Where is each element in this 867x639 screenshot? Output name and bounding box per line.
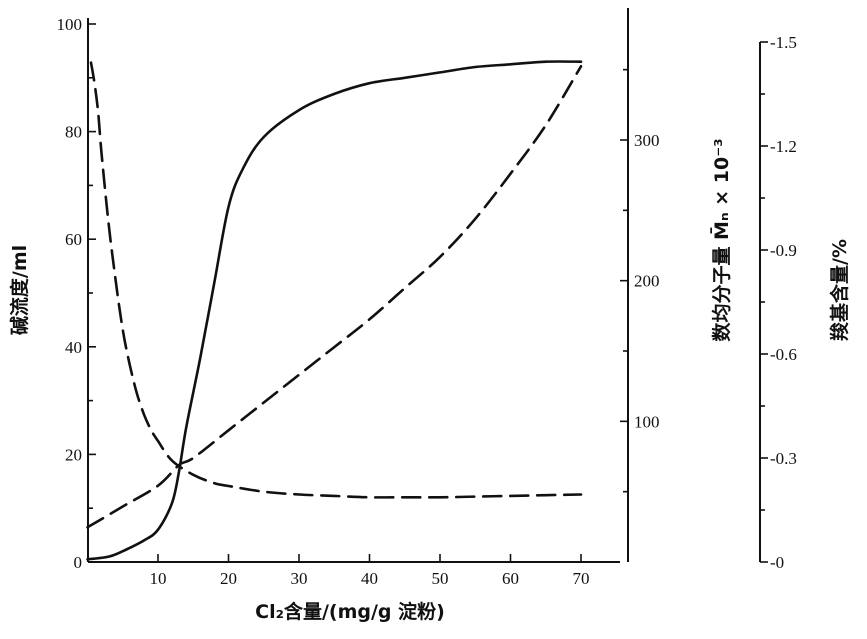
x-tick-label: 10 <box>150 569 167 588</box>
carboxyl-y-tick-label: -1.5 <box>770 33 797 52</box>
x-tick-label: 20 <box>220 569 237 588</box>
x-tick-label: 70 <box>573 569 590 588</box>
carboxyl-y-axis-title: 羧基含量/% <box>828 239 851 341</box>
mn-y-tick-label: 100 <box>634 412 660 431</box>
left-y-tick-label: 40 <box>65 338 82 357</box>
x-axis-title: Cl₂含量/(mg/g 淀粉) <box>255 600 445 623</box>
carboxyl-y-ticks: -0 -0.3 -0.6 -0.9 -1.2 -1.5 <box>760 33 797 572</box>
carboxyl-y-tick-label: -0.9 <box>770 241 797 260</box>
left-y-tick-label: 60 <box>65 230 82 249</box>
mn-y-tick-label: 300 <box>634 131 660 150</box>
x-tick-label: 40 <box>361 569 378 588</box>
series-layer <box>86 60 583 561</box>
mn-y-axis-title: 数均分子量 M̄ₙ × 10⁻³ <box>710 138 733 341</box>
carboxyl-y-tick-label: -0.6 <box>770 345 797 364</box>
carboxyl-dashed-line <box>86 65 583 529</box>
carboxyl-y-tick-label: -1.2 <box>770 137 797 156</box>
left-y-tick-label: 80 <box>65 123 82 142</box>
carboxyl-y-tick-label: -0 <box>770 553 784 572</box>
x-tick-label: 50 <box>432 569 449 588</box>
carboxyl-y-tick-label: -0.3 <box>770 449 797 468</box>
left-y-tick-label: 20 <box>65 445 82 464</box>
x-ticks: 10 20 30 40 50 60 70 <box>150 554 590 588</box>
left-y-axis-title: 碱流度/ml <box>8 245 31 335</box>
left-y-tick-label: 100 <box>57 15 83 34</box>
x-tick-label: 30 <box>291 569 308 588</box>
x-tick-label: 60 <box>502 569 519 588</box>
alkali-fluidity-line <box>86 60 583 561</box>
mn-y-tick-label: 200 <box>634 272 660 291</box>
left-y-tick-label: 0 <box>74 553 83 572</box>
mn-dashed-line <box>89 61 583 499</box>
left-y-ticks: 0 20 40 60 80 100 <box>57 15 96 572</box>
mn-y-ticks: 100 200 300 <box>620 68 660 493</box>
